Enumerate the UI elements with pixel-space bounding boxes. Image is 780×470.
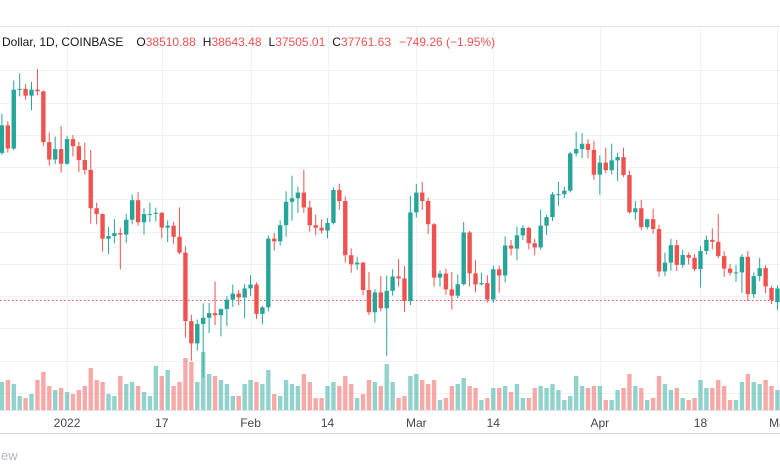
time-axis-label: 2022 — [53, 416, 81, 430]
time-axis-label: 14 — [486, 416, 500, 430]
bottom-separator — [0, 433, 780, 434]
symbol-title[interactable]: Dollar, 1D, COINBASE — [2, 35, 124, 49]
time-axis-label: 18 — [693, 416, 708, 430]
time-axis-label: Ma — [769, 416, 780, 430]
ohlc-close-label: C — [332, 35, 341, 49]
time-axis-label: 14 — [320, 416, 335, 430]
ohlc-low-value: 37505.01 — [275, 35, 326, 49]
top-toolbar — [0, 0, 780, 27]
ohlc-open-value: 38510.88 — [145, 35, 196, 49]
ohlc-open-label: O — [136, 35, 146, 49]
ohlc-high-value: 38643.48 — [211, 35, 262, 49]
time-axis-label: 17 — [155, 416, 169, 430]
time-axis-border — [0, 410, 780, 411]
time-axis-label: Feb — [240, 416, 261, 430]
ohlc-close-value: 37761.63 — [340, 35, 391, 49]
tradingview-watermark[interactable]: ew — [1, 448, 18, 463]
ohlc-high-label: H — [202, 35, 212, 49]
symbol-legend[interactable]: Dollar, 1D, COINBASE O38510.88 H38643.48 L3… — [2, 35, 495, 49]
time-axis-label: Mar — [405, 416, 427, 430]
time-axis-label: Apr — [590, 416, 610, 430]
change-value: −749.26 (−1.95%) — [399, 35, 496, 49]
ohlc-low-label: L — [268, 35, 276, 49]
